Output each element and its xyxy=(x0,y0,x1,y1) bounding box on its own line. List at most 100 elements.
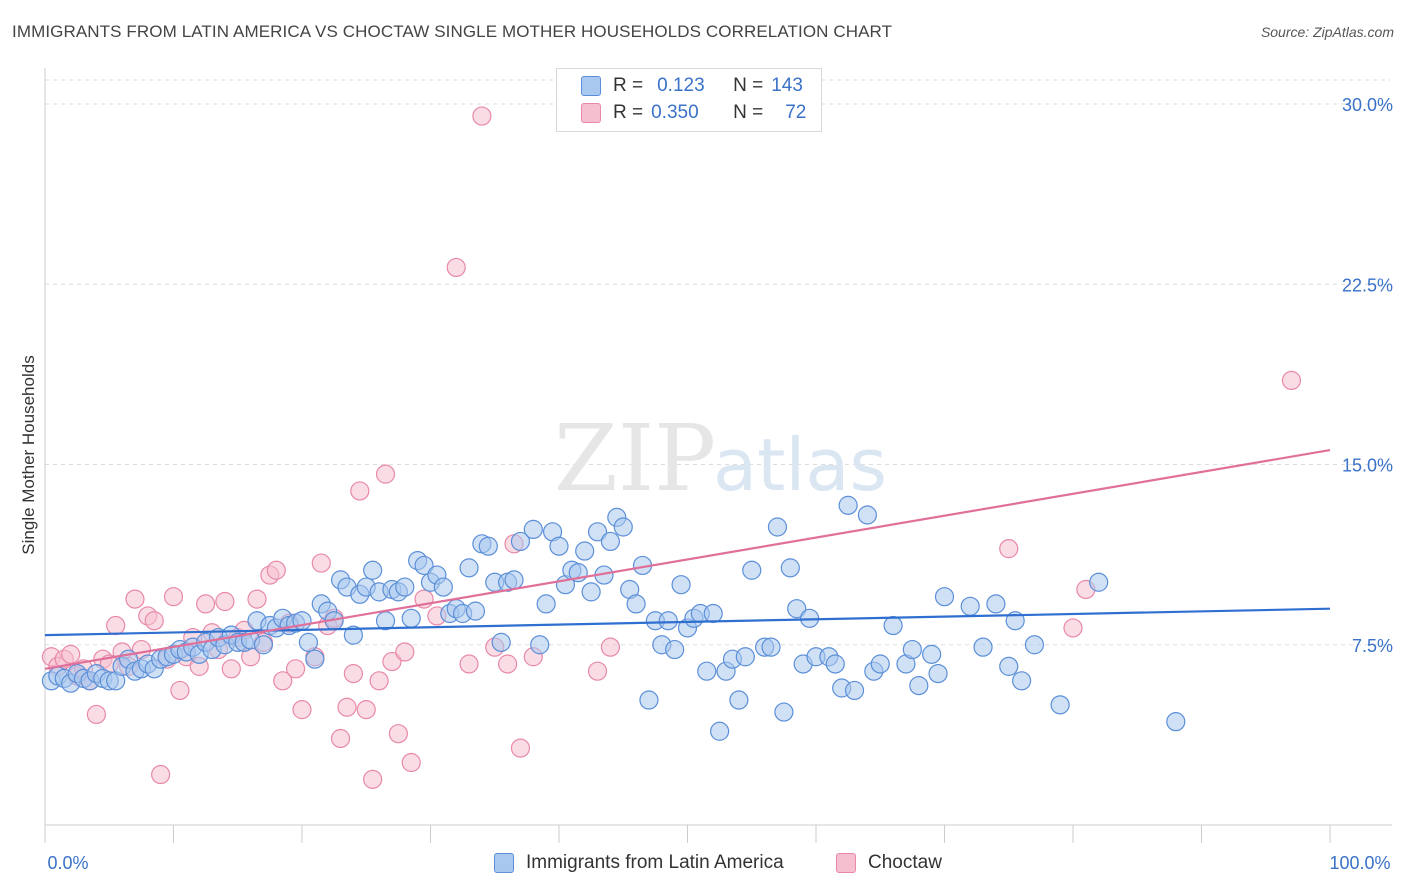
y-tick-labels: 7.5% 15.0% 22.5% 30.0% xyxy=(1342,95,1393,656)
choctaw-point xyxy=(196,594,216,614)
y-tick-label: 22.5% xyxy=(1342,275,1393,295)
latin-america-point xyxy=(1011,671,1032,691)
latin-america-point xyxy=(253,635,274,655)
bottom-legend-label-2: Choctaw xyxy=(868,852,942,873)
choctaw-point xyxy=(311,553,331,573)
watermark-zip: ZIP xyxy=(554,405,716,512)
bottom-legend-label-1: Immigrants from Latin America xyxy=(526,852,784,873)
latin-america-point xyxy=(671,575,691,595)
legend-swatch-blue xyxy=(581,76,601,96)
latin-america-point xyxy=(575,541,595,561)
latin-america-point xyxy=(395,577,415,597)
legend-n-value-1: 143 xyxy=(771,75,803,96)
legend-r-label: R = xyxy=(613,102,644,123)
legend-r-value-1: 0.123 xyxy=(657,75,705,96)
latin-america-point xyxy=(433,577,453,597)
choctaw-point xyxy=(170,680,190,701)
source-label: Source: ZipAtlas.com xyxy=(1260,24,1394,40)
choctaw-point xyxy=(86,704,107,725)
latin-america-point xyxy=(491,632,511,652)
choctaw-point xyxy=(151,764,171,785)
latin-america-point xyxy=(999,656,1019,676)
choctaw-point xyxy=(472,106,492,126)
series-latin-america-points xyxy=(41,495,1186,741)
choctaw-point xyxy=(382,651,402,672)
latin-america-point xyxy=(774,702,794,722)
latin-america-point xyxy=(934,587,955,607)
latin-america-point xyxy=(298,632,319,652)
latin-america-point xyxy=(581,582,601,602)
latin-america-point xyxy=(549,536,569,556)
trend-line-choctaw xyxy=(44,449,1331,670)
latin-america-point xyxy=(883,615,903,636)
legend-swatch-pink xyxy=(581,103,601,123)
choctaw-point xyxy=(221,659,241,679)
choctaw-point xyxy=(459,654,479,674)
choctaw-point xyxy=(1281,370,1302,391)
latin-america-point xyxy=(742,560,762,580)
latin-america-point xyxy=(613,517,633,537)
latin-america-point xyxy=(587,522,608,542)
x-tick-label-min: 0.0% xyxy=(47,853,88,873)
choctaw-point xyxy=(215,591,235,612)
legend-n-value-2: 72 xyxy=(785,102,807,123)
latin-america-point xyxy=(639,690,659,710)
latin-america-point xyxy=(523,519,543,540)
latin-america-point xyxy=(1050,695,1070,715)
latin-america-point xyxy=(928,663,948,684)
x-tick-label-max: 100.0% xyxy=(1329,853,1390,873)
latin-america-point xyxy=(658,611,678,631)
latin-america-point xyxy=(922,644,942,664)
latin-america-point xyxy=(530,635,550,655)
latin-america-point xyxy=(973,637,993,657)
latin-america-point xyxy=(729,690,749,710)
choctaw-point xyxy=(247,589,267,609)
latin-america-point xyxy=(401,608,421,628)
latin-america-point xyxy=(844,680,865,701)
latin-america-point xyxy=(960,596,980,616)
latin-america-point xyxy=(459,558,479,578)
choctaw-point xyxy=(587,661,608,681)
choctaw-point xyxy=(1063,618,1083,638)
latin-america-point xyxy=(478,536,498,556)
choctaw-point xyxy=(273,671,293,691)
latin-america-point xyxy=(363,560,383,580)
latin-america-point xyxy=(838,495,858,515)
latin-america-point xyxy=(761,637,781,657)
latin-america-point xyxy=(986,594,1006,614)
choctaw-point xyxy=(388,724,408,744)
choctaw-point xyxy=(163,587,184,607)
legend-n-label: N = xyxy=(733,102,764,123)
legend-r-label: R = xyxy=(613,75,644,96)
latin-america-point xyxy=(1089,572,1109,592)
choctaw-point xyxy=(61,644,81,664)
choctaw-point xyxy=(600,637,621,657)
bottom-legend-latin-america: Immigrants from Latin America xyxy=(494,852,784,874)
latin-america-point xyxy=(465,601,486,621)
bottom-legend-choctaw: Choctaw xyxy=(836,852,942,874)
choctaw-point xyxy=(498,654,518,674)
choctaw-point xyxy=(343,663,363,684)
latin-america-point xyxy=(1166,712,1186,732)
latin-america-point xyxy=(536,594,556,614)
legend-n-label: N = xyxy=(733,75,764,96)
latin-america-point xyxy=(414,555,434,576)
legend-row-choctaw: R = 0.350 N = 72 xyxy=(581,100,806,126)
latin-america-point xyxy=(1024,635,1045,655)
choctaw-point xyxy=(125,589,145,609)
choctaw-point xyxy=(356,700,376,720)
latin-america-point xyxy=(870,654,890,674)
legend-row-latin-america: R = 0.123 N = 143 xyxy=(581,73,803,99)
latin-america-point xyxy=(703,603,723,624)
choctaw-point xyxy=(266,560,286,580)
choctaw-point xyxy=(337,697,357,717)
chart-title: IMMIGRANTS FROM LATIN AMERICA VS CHOCTAW… xyxy=(12,22,893,41)
latin-america-point xyxy=(665,639,685,660)
choctaw-point xyxy=(330,728,351,749)
choctaw-point xyxy=(350,481,370,501)
legend-r-value-2: 0.350 xyxy=(651,102,699,123)
choctaw-point xyxy=(999,539,1019,559)
choctaw-point xyxy=(144,611,164,631)
watermark-atlas: atlas xyxy=(713,423,887,507)
